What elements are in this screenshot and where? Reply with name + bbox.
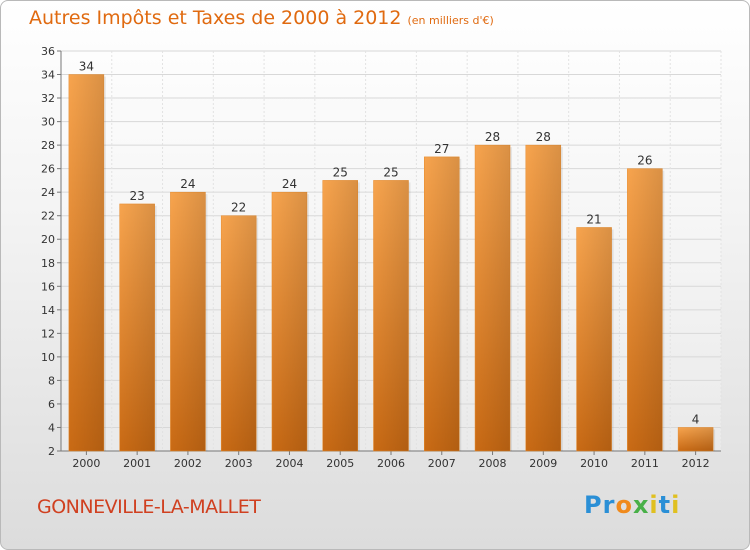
x-tick-label-2005: 2005 [326, 457, 354, 470]
bar-shade-2009 [525, 145, 561, 451]
value-label-2000: 34 [79, 60, 94, 74]
value-label-2001: 23 [130, 189, 145, 203]
bar-shade-2001 [119, 203, 155, 451]
bar-shade-2011 [627, 168, 663, 451]
y-tick-label: 34 [41, 69, 55, 82]
y-tick-label: 8 [48, 374, 55, 387]
y-tick-label: 6 [48, 398, 55, 411]
bar-shade-2002 [170, 192, 206, 452]
bar-shade-2006 [373, 180, 409, 452]
value-label-2012: 4 [692, 412, 700, 426]
y-tick-label: 28 [41, 139, 55, 152]
y-tick-label: 14 [41, 304, 55, 317]
y-tick-label: 22 [41, 210, 55, 223]
value-label-2005: 25 [333, 165, 348, 179]
bar-shade-2012 [678, 427, 714, 451]
chart-unit: (en milliers d'€) [407, 14, 494, 27]
y-tick-label: 36 [41, 45, 55, 58]
bar-shade-2008 [475, 145, 511, 451]
x-tick-label-2008: 2008 [479, 457, 507, 470]
x-tick-label-2001: 2001 [123, 457, 151, 470]
x-tick-label-2009: 2009 [529, 457, 557, 470]
y-tick-label: 10 [41, 351, 55, 364]
bar-shade-2004 [271, 192, 307, 452]
y-tick-label: 20 [41, 233, 55, 246]
bar-shade-2010 [576, 227, 612, 451]
x-tick-label-2002: 2002 [174, 457, 202, 470]
x-tick-label-2000: 2000 [72, 457, 100, 470]
bar-shade-2005 [322, 180, 358, 452]
chart-title: Autres Impôts et Taxes de 2000 à 2012 (en… [29, 7, 494, 29]
bar-layer: 34 23 24 22 24 25 25 27 28 28 21 26 4 [68, 60, 716, 452]
value-label-2004: 24 [282, 177, 297, 191]
y-tick-label: 18 [41, 257, 55, 270]
y-tick-label: 12 [41, 327, 55, 340]
commune-name: GONNEVILLE-LA-MALLET [37, 496, 261, 518]
bar-shade-2007 [424, 156, 460, 451]
x-tick-label-2004: 2004 [275, 457, 303, 470]
y-tick-label: 24 [41, 186, 55, 199]
y-tick-label: 30 [41, 116, 55, 129]
value-label-2011: 26 [637, 154, 652, 168]
value-label-2008: 28 [485, 130, 500, 144]
value-label-2002: 24 [180, 177, 195, 191]
value-label-2010: 21 [586, 212, 601, 226]
y-tick-label: 2 [48, 445, 55, 458]
x-tick-label-2006: 2006 [377, 457, 405, 470]
y-tick-label: 26 [41, 163, 55, 176]
value-label-2009: 28 [536, 130, 551, 144]
chart-title-text: Autres Impôts et Taxes de 2000 à 2012 [29, 7, 402, 29]
y-tick-label: 4 [48, 421, 55, 434]
bar-shade-2000 [68, 74, 104, 451]
x-tick-label-2011: 2011 [631, 457, 659, 470]
value-label-2007: 27 [434, 142, 449, 156]
x-tick-label-2003: 2003 [225, 457, 253, 470]
x-tick-label-2012: 2012 [682, 457, 710, 470]
proxiti-logo: Proxiti [584, 491, 681, 519]
y-tick-label: 32 [41, 92, 55, 105]
value-label-2003: 22 [231, 201, 246, 215]
value-label-2006: 25 [383, 165, 398, 179]
bar-shade-2003 [221, 215, 257, 451]
y-tick-label: 16 [41, 280, 55, 293]
x-tick-label-2007: 2007 [428, 457, 456, 470]
x-tick-label-2010: 2010 [580, 457, 608, 470]
